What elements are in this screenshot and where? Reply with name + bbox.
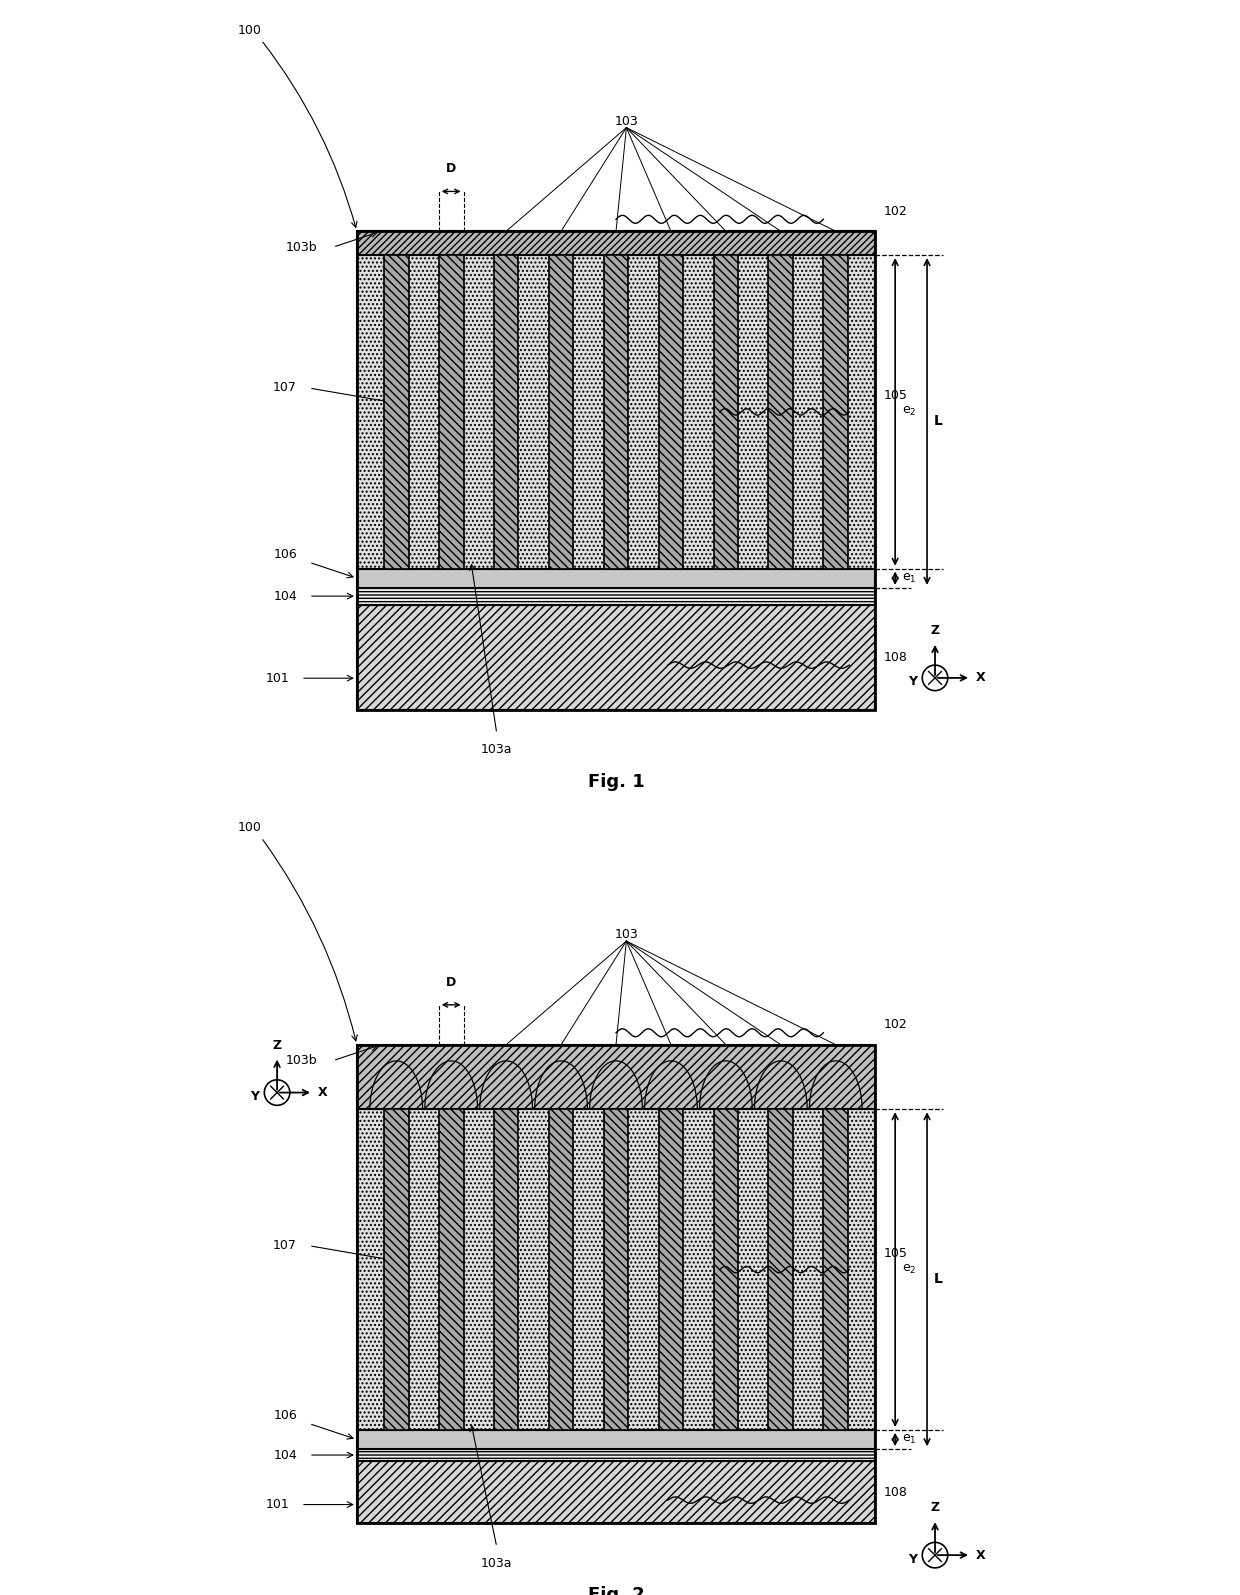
Bar xyxy=(604,1110,629,1429)
Text: 104: 104 xyxy=(273,1448,296,1461)
Text: Z: Z xyxy=(930,624,940,636)
Text: Z: Z xyxy=(273,1038,281,1053)
Text: 104: 104 xyxy=(273,590,296,603)
Bar xyxy=(357,255,875,569)
Bar xyxy=(549,1110,573,1429)
Text: 103a: 103a xyxy=(481,743,512,756)
Text: D: D xyxy=(446,163,456,175)
Text: 102: 102 xyxy=(883,1018,906,1032)
Text: e$_1$: e$_1$ xyxy=(901,571,916,585)
Bar xyxy=(713,1110,738,1429)
Text: e$_2$: e$_2$ xyxy=(901,405,916,418)
Text: Y: Y xyxy=(909,675,918,689)
Text: 100: 100 xyxy=(237,821,262,834)
Bar xyxy=(604,255,629,569)
Text: Fig. 1: Fig. 1 xyxy=(588,772,645,791)
Text: L: L xyxy=(934,1273,942,1286)
Bar xyxy=(357,231,875,710)
Bar xyxy=(494,1110,518,1429)
Bar xyxy=(549,255,573,569)
Bar xyxy=(357,568,875,587)
Text: X: X xyxy=(976,671,986,684)
Text: D: D xyxy=(446,976,456,989)
Bar xyxy=(658,1110,683,1429)
Text: 107: 107 xyxy=(273,381,298,394)
Text: 106: 106 xyxy=(273,1408,296,1423)
Bar xyxy=(658,255,683,569)
Bar xyxy=(494,255,518,569)
Text: Y: Y xyxy=(250,1089,259,1104)
Text: 105: 105 xyxy=(883,1247,906,1260)
Text: 107: 107 xyxy=(273,1239,298,1252)
Bar xyxy=(357,1045,875,1523)
Bar xyxy=(357,605,875,710)
Text: 103b: 103b xyxy=(285,241,316,254)
Text: 103: 103 xyxy=(615,115,639,128)
Text: e$_1$: e$_1$ xyxy=(901,1432,916,1447)
Bar xyxy=(357,1045,875,1110)
Text: Fig. 2: Fig. 2 xyxy=(588,1585,645,1595)
Bar xyxy=(769,255,794,569)
Bar xyxy=(713,255,738,569)
Bar xyxy=(357,587,875,605)
Bar xyxy=(439,255,464,569)
Text: Y: Y xyxy=(909,1552,918,1566)
Bar xyxy=(384,1110,409,1429)
Bar xyxy=(823,1110,848,1429)
Text: 103: 103 xyxy=(615,928,639,941)
Bar xyxy=(357,231,875,255)
Text: 101: 101 xyxy=(265,671,289,684)
Text: X: X xyxy=(976,1549,986,1562)
Bar xyxy=(439,1110,464,1429)
Bar xyxy=(823,255,848,569)
Text: 102: 102 xyxy=(883,204,906,219)
Bar xyxy=(357,1448,875,1461)
Text: L: L xyxy=(934,415,942,429)
Bar xyxy=(357,1429,875,1448)
Text: 103a: 103a xyxy=(481,1557,512,1569)
Text: 105: 105 xyxy=(883,389,906,402)
Text: e$_2$: e$_2$ xyxy=(901,1263,916,1276)
Text: 103b: 103b xyxy=(285,1054,316,1067)
Bar xyxy=(769,1110,794,1429)
Text: X: X xyxy=(317,1086,327,1099)
Text: 101: 101 xyxy=(265,1498,289,1510)
Bar xyxy=(384,255,409,569)
Text: 100: 100 xyxy=(237,24,262,37)
Bar xyxy=(357,1110,875,1429)
Text: 108: 108 xyxy=(883,651,906,664)
Bar xyxy=(357,1461,875,1523)
Text: 106: 106 xyxy=(273,547,296,561)
Text: Z: Z xyxy=(930,1501,940,1515)
Text: 108: 108 xyxy=(883,1485,906,1499)
